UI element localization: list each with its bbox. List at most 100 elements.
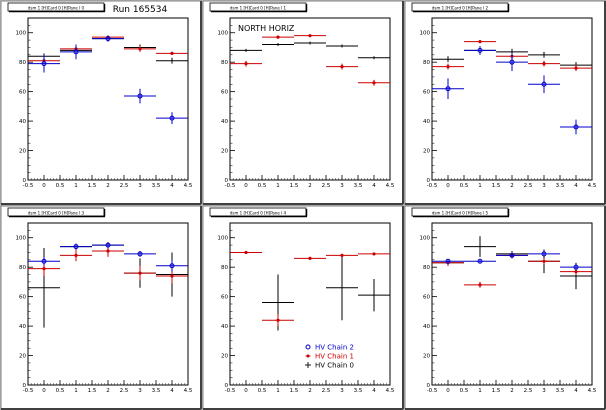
y-tick-label: 100 — [16, 31, 27, 37]
x-tick-label: 3 — [138, 183, 142, 189]
data-point-marker — [73, 49, 79, 55]
x-tick-label: 1.5 — [88, 388, 97, 394]
y-tick-label: 60 — [19, 90, 26, 96]
chart-panel-3: dsm 1 [H]Card 0 [H]Pane l 2020406080100-… — [404, 0, 606, 205]
y-tick-label: 80 — [221, 60, 228, 66]
x-tick-label: 0.5 — [56, 183, 65, 189]
x-tick-label: 4.5 — [184, 388, 193, 394]
x-tick-label: 2 — [510, 388, 514, 394]
panel-background — [202, 0, 404, 205]
data-point-marker — [509, 252, 515, 258]
x-tick-label: 4 — [372, 183, 376, 189]
x-tick-label: 2.5 — [524, 388, 533, 394]
y-tick-label: 80 — [423, 265, 430, 271]
x-tick-label: 2 — [106, 388, 110, 394]
data-point-marker — [372, 81, 376, 85]
annotation-label: NORTH HORIZ — [238, 24, 295, 33]
x-tick-label: 4.5 — [588, 183, 597, 189]
x-tick-label: 0 — [446, 183, 450, 189]
data-point-marker — [477, 258, 483, 264]
panel-background — [404, 0, 606, 205]
legend-label: HV Chain 2 — [315, 344, 354, 352]
y-tick-label: 100 — [16, 236, 27, 242]
x-tick-label: 4.5 — [386, 388, 395, 394]
data-point-marker — [276, 35, 280, 39]
x-tick-label: 2 — [308, 183, 312, 189]
x-tick-label: 3 — [542, 388, 546, 394]
y-tick-label: 20 — [221, 149, 228, 155]
data-point-marker — [276, 318, 280, 322]
data-point-marker — [573, 264, 579, 270]
x-tick-label: 2 — [308, 388, 312, 394]
data-point-marker — [169, 115, 175, 121]
x-tick-label: 0 — [244, 388, 248, 394]
data-point-marker — [541, 251, 547, 257]
y-tick-label: 60 — [423, 90, 430, 96]
data-point-marker — [573, 124, 579, 130]
x-tick-label: 3.5 — [152, 388, 161, 394]
y-tick-label: 40 — [221, 119, 228, 125]
x-tick-label: -0.5 — [225, 183, 236, 189]
data-point-marker — [542, 259, 546, 263]
x-tick-label: 1 — [276, 183, 280, 189]
data-point-marker — [478, 39, 482, 44]
x-tick-label: 1 — [276, 388, 280, 394]
y-tick-label: 100 — [218, 31, 229, 37]
data-point-marker — [340, 253, 344, 257]
y-tick-label: 100 — [420, 236, 431, 242]
x-tick-label: 4 — [170, 183, 174, 189]
chart-panel-5: dsm 1 [H]Card 0 [H]Pane l 4020406080100-… — [202, 205, 404, 410]
data-point-marker — [372, 252, 376, 256]
chart-panel-4: dsm 1 [H]Card 0 [H]Pane l 3020406080100-… — [0, 205, 202, 410]
y-tick-label: 0 — [225, 178, 229, 184]
y-tick-label: 20 — [19, 149, 26, 155]
x-tick-label: -0.5 — [225, 388, 236, 394]
x-tick-label: 4.5 — [588, 388, 597, 394]
y-tick-label: 80 — [221, 265, 228, 271]
data-point-marker — [137, 251, 143, 257]
y-tick-label: 60 — [423, 295, 430, 301]
x-tick-label: 1.5 — [88, 183, 97, 189]
x-tick-label: 2.5 — [322, 388, 331, 394]
y-tick-label: 80 — [19, 60, 26, 66]
x-tick-label: 3 — [340, 183, 344, 189]
x-tick-label: 1 — [74, 388, 78, 394]
x-tick-label: 4 — [574, 388, 578, 394]
y-tick-label: 0 — [23, 383, 27, 389]
chart-panel-6: dsm 1 [H]Card 0 [H]Pane l 5020406080100-… — [404, 205, 606, 410]
panel-title: dsm 1 [H]Card 0 [H]Pane l 2 — [432, 6, 489, 11]
panel-title: dsm 1 [H]Card 0 [H]Pane l 4 — [230, 211, 287, 216]
x-tick-label: 2 — [106, 183, 110, 189]
data-point-marker — [138, 271, 142, 275]
data-point-marker — [169, 263, 175, 269]
y-tick-label: 20 — [221, 354, 228, 360]
y-tick-label: 0 — [225, 383, 229, 389]
x-tick-label: 3.5 — [556, 388, 565, 394]
x-tick-label: 2.5 — [524, 183, 533, 189]
x-tick-label: 1 — [478, 183, 482, 189]
x-tick-label: 2 — [510, 183, 514, 189]
legend-marker — [305, 344, 311, 350]
chart-panel-2: dsm 1 [H]Card 0 [H]Pane l 1 NORTH HORIZ 0 2… — [202, 0, 404, 205]
data-point-marker — [170, 51, 174, 55]
data-point-marker — [74, 253, 78, 257]
x-tick-label: 3 — [138, 388, 142, 394]
data-point-marker — [509, 59, 515, 65]
x-tick-label: 3.5 — [354, 388, 363, 394]
legend-label: HV Chain 0 — [315, 362, 354, 370]
x-tick-label: 4 — [372, 388, 376, 394]
x-tick-label: 1.5 — [492, 183, 501, 189]
x-tick-label: 0.5 — [258, 388, 267, 394]
data-point-marker — [42, 267, 46, 271]
x-tick-label: 0 — [446, 388, 450, 394]
x-tick-label: 3 — [542, 183, 546, 189]
data-point-marker — [477, 47, 483, 53]
data-point-marker — [105, 36, 111, 42]
y-tick-label: 60 — [221, 295, 228, 301]
y-tick-label: 80 — [19, 265, 26, 271]
y-tick-label: 100 — [218, 236, 229, 242]
panel-title: dsm 1 [H]Card 0 [H]Pane l 0 — [28, 6, 85, 11]
y-tick-label: 80 — [423, 60, 430, 66]
x-tick-label: 0.5 — [258, 183, 267, 189]
data-point-marker — [244, 250, 248, 255]
